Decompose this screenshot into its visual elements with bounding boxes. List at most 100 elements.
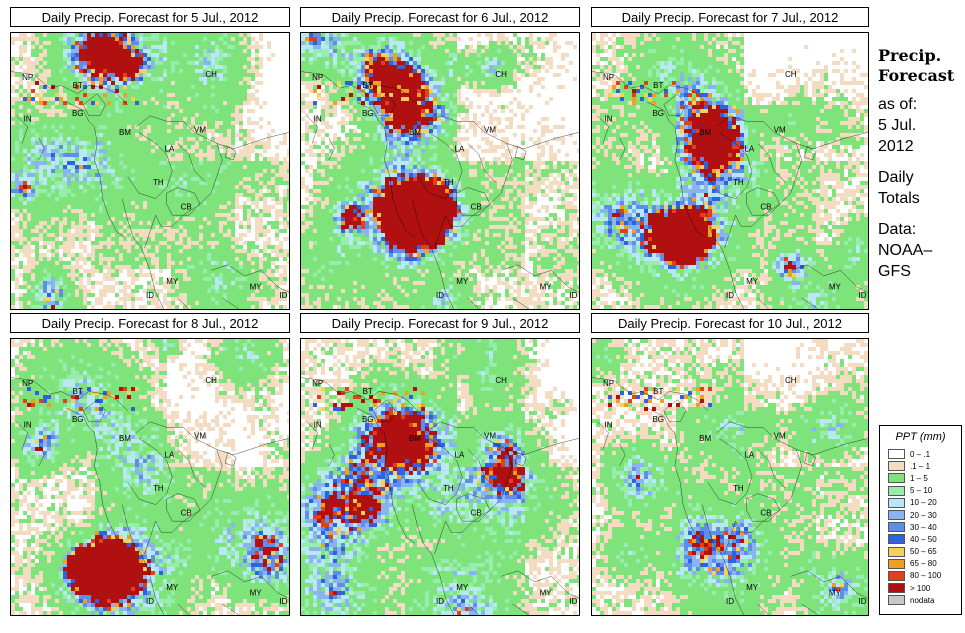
legend-swatch xyxy=(888,558,905,569)
coastline-path xyxy=(384,143,415,237)
sidebar-as-of-label: as of: xyxy=(878,94,932,115)
coastlines xyxy=(301,72,579,309)
country-label: BG xyxy=(362,109,374,118)
legend-label: 0 – .1 xyxy=(910,450,930,459)
heavy-rain-band xyxy=(23,81,139,105)
coastline-path xyxy=(384,449,415,543)
coastline-path xyxy=(620,444,626,466)
coastline-path xyxy=(501,265,579,293)
precip-cells xyxy=(301,33,579,309)
country-label: VM xyxy=(774,431,786,440)
country-label: BG xyxy=(362,415,374,424)
coastline-path xyxy=(702,199,743,309)
coastline-path xyxy=(67,408,98,449)
coastline-path xyxy=(222,604,239,615)
legend-label: 40 – 50 xyxy=(910,535,937,544)
coastline-path xyxy=(802,604,819,615)
coastline-path xyxy=(211,571,289,599)
coastlines xyxy=(592,378,868,615)
precip-map: NP BT IN BG BM CH VM LA TH CB MY ID MY ID xyxy=(591,338,869,616)
coastline-path xyxy=(434,521,445,554)
coastline-path xyxy=(515,452,526,466)
coastline-path xyxy=(11,72,128,105)
country-label: ID xyxy=(436,291,444,300)
country-label: MY xyxy=(250,589,263,598)
coastline-path xyxy=(512,604,529,615)
country-label: CB xyxy=(181,203,192,212)
coastline-path xyxy=(758,143,786,182)
country-label: LA xyxy=(744,451,754,460)
country-label: TH xyxy=(443,178,454,187)
legend-item: 80 – 100 xyxy=(888,570,941,582)
country-label: IN xyxy=(605,114,613,123)
coastline-path xyxy=(94,143,125,237)
coastline-path xyxy=(225,452,236,466)
coastline-path xyxy=(434,215,445,248)
country-label: BM xyxy=(409,434,421,443)
coastline-path xyxy=(17,422,28,450)
country-label: MY xyxy=(456,583,469,592)
legend-swatch xyxy=(888,510,905,521)
coastline-path xyxy=(128,438,172,504)
country-label: TH xyxy=(153,484,164,493)
country-label: IN xyxy=(24,420,32,429)
country-label: NP xyxy=(22,379,33,388)
legend-swatch xyxy=(888,497,905,508)
coastline-path xyxy=(167,494,200,522)
coastline-path xyxy=(39,444,45,466)
coastline-path xyxy=(156,160,223,226)
coastline-path xyxy=(217,438,289,455)
legend-label: 80 – 100 xyxy=(910,571,941,580)
country-label: CB xyxy=(181,509,192,518)
country-label: ID xyxy=(146,291,154,300)
coastline-path xyxy=(412,505,454,615)
coastline-path xyxy=(67,102,98,143)
country-label: ID xyxy=(569,597,577,606)
coastline-path xyxy=(805,452,816,466)
country-label: BT xyxy=(363,81,373,90)
legend-swatch xyxy=(888,473,905,484)
coastline-path xyxy=(507,132,579,149)
panel-title: Daily Precip. Forecast for 8 Jul., 2012 xyxy=(10,313,290,333)
legend-item: > 100 xyxy=(888,582,941,594)
country-label: NP xyxy=(22,73,33,82)
coastline-path xyxy=(178,298,189,309)
country-label: ID xyxy=(726,597,734,606)
coastline-path xyxy=(418,438,462,504)
country-label: LA xyxy=(744,145,754,154)
country-label: ID xyxy=(279,291,287,300)
country-label: VM xyxy=(194,431,206,440)
coastline-path xyxy=(357,102,388,143)
precip-map: NP BT IN BG BM CH VM LA TH CB MY ID MY ID xyxy=(10,32,290,310)
coastlines xyxy=(11,72,289,309)
country-label: NP xyxy=(312,379,323,388)
legend-label: 65 – 80 xyxy=(910,559,937,568)
legend-item: 65 – 80 xyxy=(888,558,941,570)
coastline-path xyxy=(11,378,128,411)
coastline-path xyxy=(598,422,609,450)
coastline-path xyxy=(446,160,513,226)
coastline-path xyxy=(83,400,105,422)
country-label: IN xyxy=(314,420,322,429)
country-label: TH xyxy=(153,178,164,187)
country-label: MY xyxy=(540,589,553,598)
country-label: CB xyxy=(760,203,771,212)
coastline-path xyxy=(225,146,236,160)
coastline-path xyxy=(512,298,529,309)
country-label: BT xyxy=(73,387,83,396)
coastline-path xyxy=(446,466,513,532)
country-label: ID xyxy=(858,597,866,606)
coastline-path xyxy=(515,146,526,160)
legend-title: PPT (mm) xyxy=(880,431,961,443)
country-label: VM xyxy=(484,125,496,134)
coastline-path xyxy=(457,494,490,522)
precip-grid-svg: NP BT IN BG BM CH VM LA TH CB MY ID MY ID xyxy=(592,33,868,309)
country-label: BM xyxy=(699,128,711,137)
country-label: LA xyxy=(165,145,175,154)
heavy-rain-band xyxy=(608,387,712,411)
coastline-path xyxy=(724,215,735,248)
country-label: MY xyxy=(166,277,179,286)
coastline-path xyxy=(83,94,105,116)
sidebar-data-source-2: GFS xyxy=(878,261,932,282)
country-label: BG xyxy=(72,415,84,424)
